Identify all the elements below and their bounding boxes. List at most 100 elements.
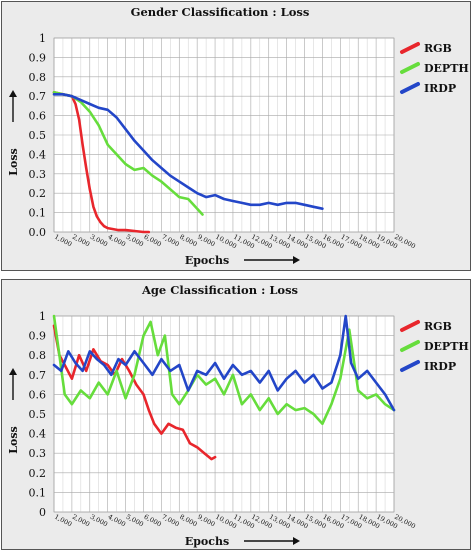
data-point-irdp xyxy=(285,202,288,204)
data-point-depth xyxy=(151,174,154,177)
x-tick-label: 8,000 xyxy=(178,513,198,529)
data-point-irdp xyxy=(79,99,82,101)
data-point-depth xyxy=(142,334,145,337)
data-point-depth xyxy=(164,334,166,337)
data-point-depth xyxy=(88,397,91,400)
data-point-depth xyxy=(70,403,73,406)
y-tick-label: 0.9 xyxy=(29,51,47,64)
x-tick-label: 3,000 xyxy=(89,233,109,249)
data-point-irdp xyxy=(312,205,315,208)
series-line-depth xyxy=(52,91,204,216)
x-tick-label: 1,000 xyxy=(53,513,73,529)
data-point-depth xyxy=(232,373,234,376)
data-point-depth xyxy=(357,389,360,392)
data-point-irdp xyxy=(88,350,91,353)
gender-loss-panel: Gender Classification : Loss 0.0 0.1 0.2 0.3… xyxy=(1,1,471,271)
data-point-irdp xyxy=(223,377,225,380)
data-point-depth xyxy=(205,383,208,386)
y-tick-label: 0.3 xyxy=(29,447,47,460)
y-tick-label: 0.6 xyxy=(29,110,47,123)
data-point-irdp xyxy=(240,202,243,204)
data-point-depth xyxy=(294,409,297,411)
data-point-depth xyxy=(133,169,136,171)
y-tick-label: 0.7 xyxy=(29,90,47,103)
legend-swatch-rgb xyxy=(400,42,420,54)
legend-label-rgb: RGB xyxy=(424,42,452,55)
data-point-rgb xyxy=(81,143,84,146)
data-point-rgb xyxy=(181,428,184,431)
data-point-depth xyxy=(79,389,82,392)
y-tick-label: 1 xyxy=(39,310,46,323)
data-point-irdp xyxy=(258,381,261,384)
data-point-rgb xyxy=(92,348,95,351)
data-point-rgb xyxy=(96,215,98,218)
x-tick-label: 9,000 xyxy=(196,513,216,529)
x-tick-label: 4,000 xyxy=(107,233,127,249)
data-point-rgb xyxy=(106,364,109,366)
data-point-rgb xyxy=(196,446,199,449)
y-tick-label: 0.2 xyxy=(29,467,47,480)
data-point-depth xyxy=(178,196,181,198)
y-tick-label: 0.1 xyxy=(29,486,47,499)
y-tick-label: 0.3 xyxy=(29,168,47,181)
data-point-irdp xyxy=(214,194,216,197)
y-tick-label: 0.4 xyxy=(29,428,47,441)
data-point-irdp xyxy=(267,369,270,372)
data-point-irdp xyxy=(124,128,127,131)
data-point-irdp xyxy=(321,207,324,210)
data-point-irdp xyxy=(350,362,352,364)
data-point-depth xyxy=(124,397,127,400)
legend-label-depth: DEPTH xyxy=(424,340,469,353)
data-point-rgb xyxy=(135,383,138,386)
legend-swatch-irdp xyxy=(400,82,420,94)
legend-swatch-rgb xyxy=(400,320,420,332)
data-point-irdp xyxy=(330,381,333,384)
y-tick-label: 0.6 xyxy=(29,388,47,401)
data-point-depth xyxy=(115,153,118,156)
x-axis-arrow-head xyxy=(293,256,300,264)
x-tick-label: 7,000 xyxy=(160,513,180,529)
data-point-irdp xyxy=(62,93,64,96)
data-point-irdp xyxy=(321,387,324,390)
legend-label-irdp: IRDP xyxy=(424,82,456,95)
x-tick-label: 5,000 xyxy=(125,233,145,249)
data-point-irdp xyxy=(88,103,91,105)
age-loss-chart: Age Classification : Loss 0 0.1 0.2 0.3 0.4 0.… xyxy=(7,283,469,548)
data-point-irdp xyxy=(339,354,342,357)
legend-swatch-depth xyxy=(400,340,420,352)
y-tick-label: 0.8 xyxy=(29,71,47,84)
data-point-irdp xyxy=(53,93,55,96)
data-point-rgb xyxy=(174,426,177,429)
data-point-depth xyxy=(249,393,252,396)
data-point-irdp xyxy=(142,362,145,364)
data-point-depth xyxy=(258,409,261,411)
x-axis-label: Epochs xyxy=(185,254,229,267)
data-point-irdp xyxy=(97,106,100,109)
data-point-rgb xyxy=(78,354,80,357)
y-axis-arrow-head xyxy=(9,368,17,375)
data-point-irdp xyxy=(169,174,172,177)
y-tick-label: 0.7 xyxy=(29,369,47,382)
data-point-rgb xyxy=(128,369,131,372)
data-point-irdp xyxy=(205,196,208,198)
data-point-rgb xyxy=(214,456,216,459)
data-point-rgb xyxy=(203,452,206,455)
data-point-irdp xyxy=(240,373,243,376)
data-point-rgb xyxy=(142,231,145,233)
data-point-depth xyxy=(187,198,190,200)
data-point-depth xyxy=(97,381,100,384)
data-point-irdp xyxy=(117,358,120,361)
data-point-irdp xyxy=(133,350,136,353)
data-point-irdp xyxy=(81,369,84,372)
data-point-irdp xyxy=(67,350,70,353)
y-tick-label: 0.8 xyxy=(29,349,47,362)
data-point-depth xyxy=(223,393,225,396)
data-point-rgb xyxy=(106,227,109,230)
data-point-depth xyxy=(115,369,118,372)
data-point-irdp xyxy=(303,203,306,206)
data-point-depth xyxy=(267,397,270,400)
legend-label-rgb: RGB xyxy=(424,320,452,333)
y-tick-label: 0.1 xyxy=(29,207,47,220)
data-point-rgb xyxy=(70,377,73,380)
data-point-irdp xyxy=(196,192,199,195)
